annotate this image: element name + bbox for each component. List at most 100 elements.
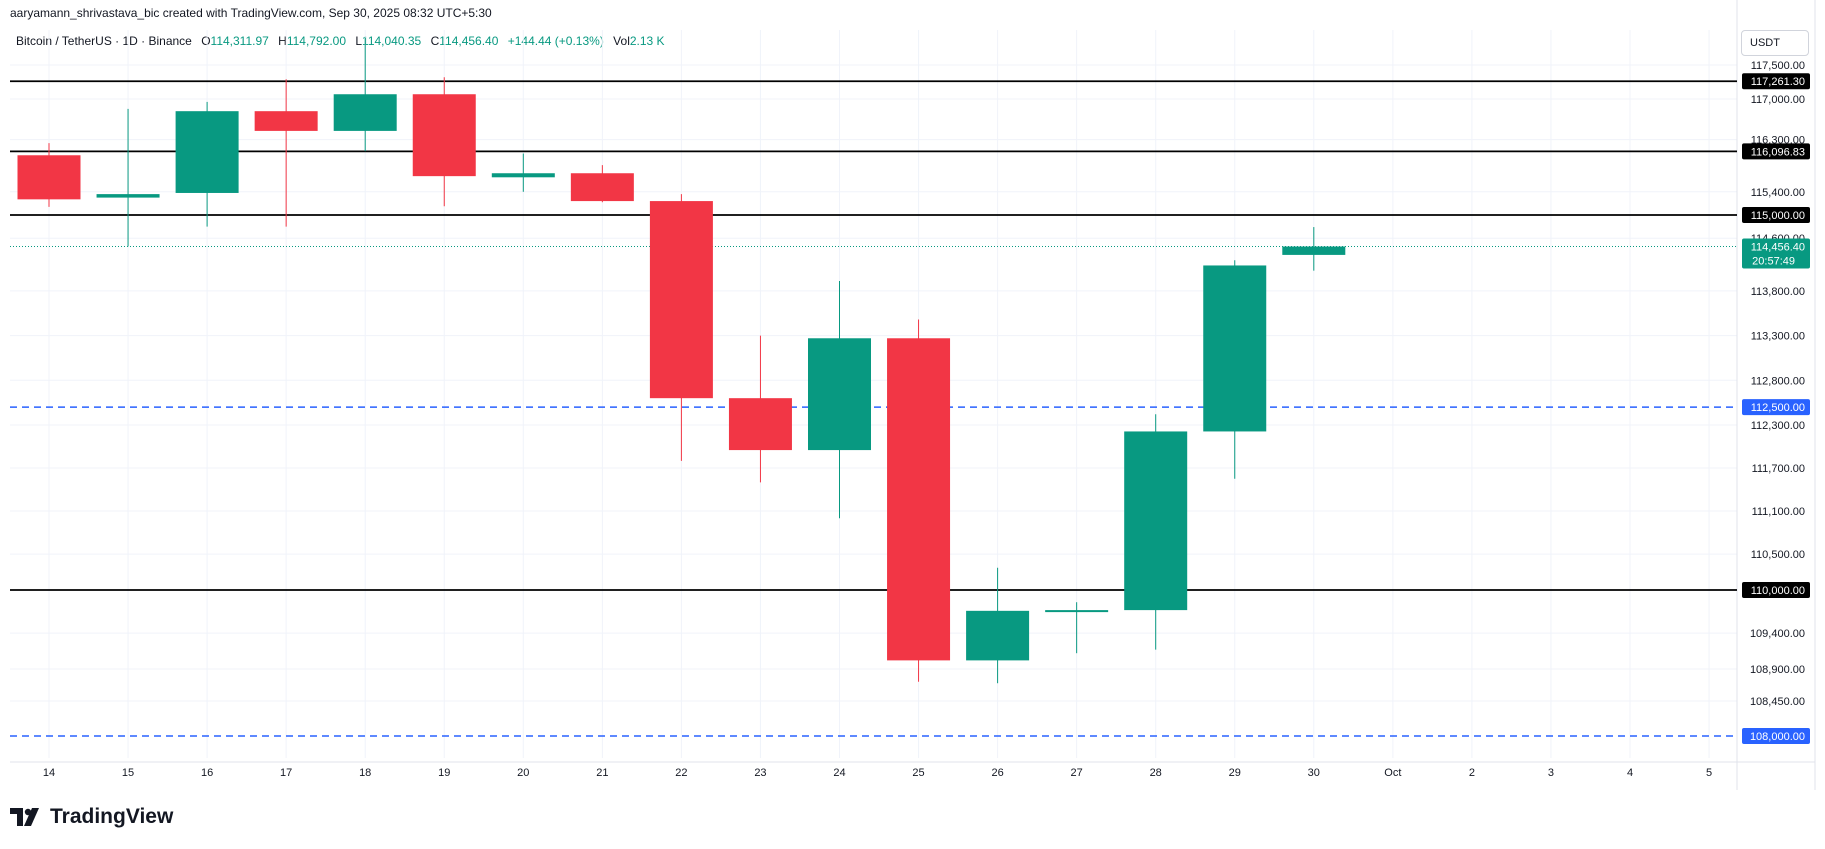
level-price-label: 110,000.00 [1751,585,1805,597]
candle-body [412,94,476,177]
time-tick-label: 24 [833,767,845,779]
open-value: 114,311.97 [210,34,269,48]
time-tick-label: 22 [675,767,687,779]
time-tick-label: 20 [517,767,529,779]
volume-value: 2.13 K [629,34,665,48]
candle-body [570,173,634,202]
time-tick-label: 25 [912,767,924,779]
price-tick-label: 117,000.00 [1751,94,1805,106]
time-tick-label: 14 [43,767,55,779]
candle-body [254,111,318,131]
price-tick-label: 112,800.00 [1751,375,1805,387]
candle [570,165,634,203]
candle [808,281,871,519]
price-tick-label: 109,400.00 [1750,628,1805,640]
candle-body [887,338,951,661]
tradingview-logo-icon [10,808,39,826]
last-price-tag [1742,238,1810,269]
open-label: O [201,34,211,48]
time-tick-label: 18 [359,767,371,779]
candle-body [1203,265,1267,432]
candle-body [1124,431,1188,611]
time-tick-label: 5 [1706,767,1712,779]
candle-body [649,201,713,399]
time-tick-label: 16 [201,767,213,779]
high-value: 114,792.00 [286,34,347,48]
brand-name: TradingView [50,805,174,828]
time-tick-label: 19 [438,767,450,779]
candle [333,37,397,152]
currency-unit-button[interactable]: USDT [1741,30,1809,56]
symbol-name: Bitcoin / TetherUS · 1D · Binance [16,34,192,48]
candles [17,37,1346,684]
candle-body [175,111,239,193]
candle [1045,602,1109,654]
last-price-label: 114,456.40 [1751,242,1805,254]
level-price-label: 115,000.00 [1751,210,1805,222]
candle-body [728,398,792,451]
time-tick-label: 4 [1627,767,1633,779]
candle [1124,414,1188,650]
candle-body [333,94,397,131]
time-tick-label: 26 [991,767,1003,779]
candle [1282,227,1346,271]
level-price-tag [1742,399,1810,416]
candle-body [17,155,81,200]
price-tick-label: 112,300.00 [1751,420,1805,432]
price-tick-label: 111,700.00 [1752,463,1805,475]
candle [1203,260,1267,479]
candle-body [1282,246,1346,255]
time-tick-label: 23 [754,767,766,779]
chart-credit: aaryamann_shrivastava_bic created with T… [10,6,492,20]
candle [491,153,555,192]
price-tick-label: 115,400.00 [1751,187,1805,199]
change-value: +144.44 (+0.13%) [507,34,604,48]
close-label: C [430,34,440,48]
time-axis: 14 15 16 17 18 19 20 21 22 23 24 25 26 27 28 29 30 Oct 2 3 4… [43,767,1712,779]
time-tick-label: 15 [122,767,134,779]
high-label: H [278,34,287,48]
price-tick-label: 117,500.00 [1751,60,1805,72]
level-price-label: 108,000.00 [1750,731,1805,743]
close-value: 114,456.40 [439,34,499,48]
candle [887,319,951,682]
volume-label: Vol [613,34,630,48]
candle [175,101,239,227]
time-tick-label: 17 [280,767,292,779]
level-price-label: 116,096.83 [1751,146,1805,158]
candle [966,567,1030,684]
level-price-label: 112,500.00 [1751,402,1805,414]
price-tick-label: 108,450.00 [1750,696,1805,708]
level-price-label: 117,261.30 [1751,76,1805,88]
level-price-tag [1742,73,1810,90]
candle [649,194,713,461]
level-lines [10,80,1737,737]
candle-countdown-label: 20:57:49 [1752,256,1795,268]
time-tick-label: 2 [1469,767,1475,779]
candle-body [96,194,160,198]
candle [254,79,318,227]
price-tick-label: 111,100.00 [1752,506,1805,518]
level-price-tag [1742,582,1810,598]
time-tick-label: 27 [1071,767,1083,779]
low-value: 114,040.35 [362,34,422,48]
candlestick-chart[interactable]: 14 15 16 17 18 19 20 21 22 23 24 25 26 27 28 29 30 Oct 2 3 4… [0,0,1825,800]
candle-body [491,173,555,178]
tradingview-logo: TradingView [10,805,173,829]
time-tick-label: Oct [1384,767,1401,779]
candle-body [808,338,871,451]
price-tick-label: 113,300.00 [1751,331,1805,343]
symbol-legend: Bitcoin / TetherUS · 1D · Binance O114,3… [16,34,665,48]
level-price-tag [1742,143,1810,160]
candle [728,335,792,483]
price-tick-label: 110,500.00 [1751,549,1805,561]
time-tick-label: 29 [1229,767,1241,779]
low-label: L [355,34,363,48]
level-price-tag [1742,728,1810,744]
time-tick-label: 30 [1308,767,1320,779]
candle [17,143,81,207]
candle-body [966,610,1030,661]
price-level-labels: 117,261.30 116,096.83 115,000.00 112,500.00… [1742,73,1810,744]
candle-body [1045,610,1109,613]
candle [412,77,476,207]
